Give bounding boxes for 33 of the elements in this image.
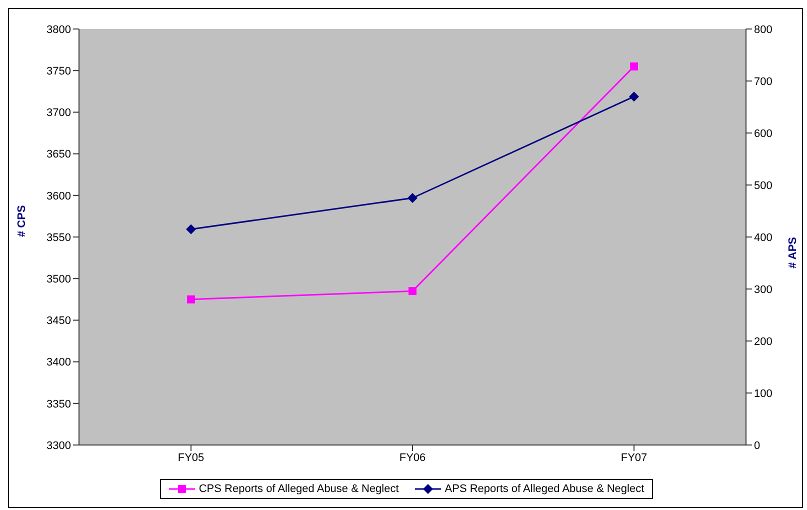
- y2-tick-label: 500: [754, 180, 772, 192]
- y2-tick-label: 100: [754, 388, 772, 400]
- y-tick-label: 3450: [46, 315, 71, 328]
- y2-tick-label: 0: [754, 440, 760, 452]
- point: [630, 62, 638, 70]
- y-tick-label: 3500: [46, 274, 71, 286]
- y-tick-label: 3800: [46, 24, 71, 36]
- point: [186, 224, 196, 234]
- legend-label: APS Reports of Alleged Abuse & Neglect: [444, 483, 644, 495]
- y2-tick-label: 400: [754, 232, 772, 244]
- point: [187, 295, 195, 304]
- y-tick-label: 3550: [46, 232, 71, 244]
- y-tick-label: 3700: [46, 107, 71, 120]
- y2-tick-label: 600: [754, 128, 772, 140]
- y2-tick-label: 800: [754, 24, 772, 36]
- y-tick-label: 3750: [46, 66, 71, 78]
- y-tick-label: 3300: [46, 440, 71, 452]
- y2-axis-title: # APS: [786, 237, 799, 268]
- y-axis-title: # CPS: [16, 205, 28, 237]
- y-tick-label: 3400: [46, 356, 71, 369]
- x-tick-label: FY06: [399, 452, 426, 464]
- y-tick-label: 3600: [46, 190, 71, 202]
- point: [408, 193, 418, 203]
- point: [408, 287, 416, 296]
- x-tick-label: FY07: [620, 452, 648, 464]
- y2-tick-label: 200: [754, 336, 772, 348]
- legend-label: CPS Reports of Alleged Abuse & Neglect: [198, 483, 399, 495]
- y2-tick-label: 300: [754, 284, 772, 296]
- y-tick-label: 3650: [46, 148, 71, 161]
- y-tick-label: 3350: [46, 398, 71, 410]
- x-tick-label: FY05: [178, 452, 204, 464]
- point: [629, 92, 639, 102]
- y2-tick-label: 700: [754, 76, 772, 88]
